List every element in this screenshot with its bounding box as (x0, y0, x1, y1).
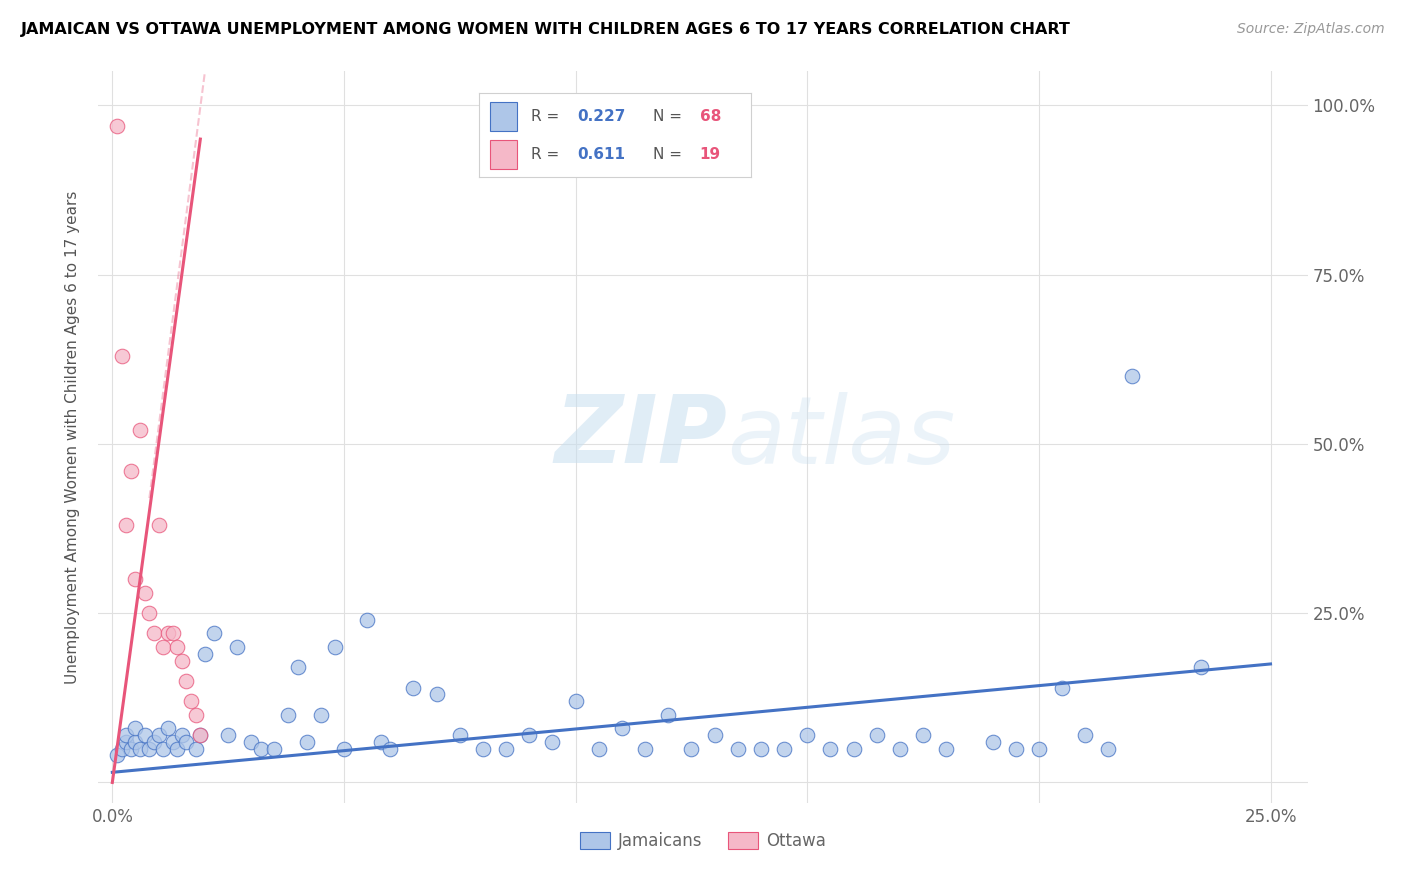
Point (981, 735, 1004, 749)
Text: Source: ZipAtlas.com: Source: ZipAtlas.com (1237, 22, 1385, 37)
Point (124, 572, 146, 586)
Point (188, 728, 211, 742)
Point (138, 741, 160, 756)
Point (889, 741, 911, 756)
Point (156, 721, 179, 735)
Point (749, 741, 772, 756)
Point (120, 464, 142, 478)
Text: JAMAICAN VS OTTAWA UNEMPLOYMENT AMONG WOMEN WITH CHILDREN AGES 6 TO 17 YEARS COR: JAMAICAN VS OTTAWA UNEMPLOYMENT AMONG WO… (21, 22, 1071, 37)
Point (333, 741, 356, 756)
Point (129, 423, 152, 437)
Point (115, 735, 138, 749)
Point (657, 707, 679, 722)
Point (129, 741, 152, 756)
Point (912, 728, 935, 742)
Point (610, 721, 633, 735)
Point (152, 741, 174, 756)
Point (1004, 741, 1026, 756)
Point (143, 626, 166, 640)
Point (287, 660, 309, 674)
Point (402, 681, 425, 695)
Point (309, 707, 332, 722)
Point (105, 748, 128, 763)
Point (495, 741, 517, 756)
Point (148, 728, 170, 742)
Point (866, 728, 889, 742)
Point (1097, 741, 1119, 756)
Point (134, 728, 156, 742)
Point (124, 735, 146, 749)
Point (176, 673, 198, 688)
Point (148, 518, 170, 533)
Point (217, 728, 239, 742)
Point (162, 626, 184, 640)
Point (634, 741, 657, 756)
Point (1074, 728, 1097, 742)
Text: atlas: atlas (727, 392, 956, 483)
Point (356, 613, 378, 627)
Legend: Jamaicans, Ottawa: Jamaicans, Ottawa (574, 825, 832, 856)
Point (564, 694, 586, 708)
Point (703, 728, 725, 742)
Point (110, 349, 132, 363)
Point (449, 728, 471, 742)
Point (820, 741, 842, 756)
Point (115, 518, 138, 533)
Point (240, 735, 263, 749)
Point (727, 741, 749, 756)
Point (323, 640, 346, 654)
Point (152, 640, 174, 654)
Point (935, 741, 957, 756)
Point (170, 728, 193, 742)
Point (796, 728, 818, 742)
Point (194, 647, 217, 661)
Point (295, 735, 318, 749)
Point (1050, 681, 1073, 695)
Point (773, 741, 796, 756)
Point (124, 721, 146, 735)
Point (184, 707, 207, 722)
Point (143, 735, 166, 749)
Text: ZIP: ZIP (554, 391, 727, 483)
Point (263, 741, 285, 756)
Point (115, 728, 138, 742)
Point (184, 741, 207, 756)
Point (166, 640, 188, 654)
Point (588, 741, 610, 756)
Point (120, 741, 142, 756)
Point (370, 735, 392, 749)
Point (681, 741, 703, 756)
Point (176, 735, 198, 749)
Point (110, 741, 132, 756)
Point (1028, 741, 1050, 756)
Point (1189, 660, 1212, 674)
Point (134, 586, 156, 600)
Y-axis label: Unemployment Among Women with Children Ages 6 to 17 years: Unemployment Among Women with Children A… (65, 190, 80, 684)
Point (380, 741, 402, 756)
Point (426, 688, 449, 702)
Point (277, 707, 299, 722)
Point (162, 735, 184, 749)
Point (138, 606, 160, 620)
Point (541, 735, 564, 749)
Point (156, 626, 179, 640)
Point (226, 640, 249, 654)
Point (188, 728, 211, 742)
Point (1121, 369, 1143, 384)
Point (166, 741, 188, 756)
Point (180, 694, 202, 708)
Point (471, 741, 494, 756)
Point (170, 654, 193, 668)
Point (202, 626, 225, 640)
Point (105, 119, 128, 133)
Point (249, 741, 271, 756)
Point (517, 728, 540, 742)
Point (842, 741, 865, 756)
